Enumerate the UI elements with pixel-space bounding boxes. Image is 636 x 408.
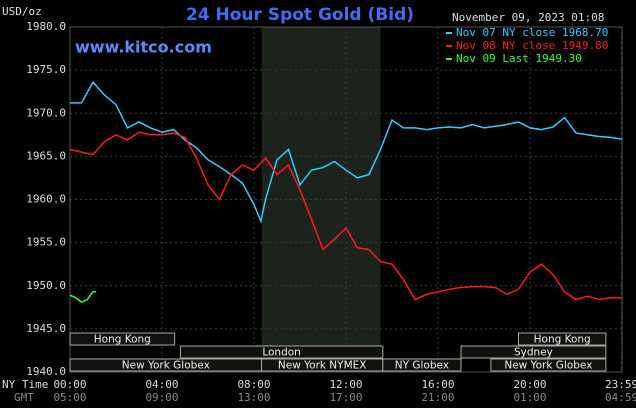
x-tick-label: 04:00 (145, 378, 178, 391)
x2-tick-label: 21:00 (421, 391, 454, 404)
y-tick-label: 1945.0 (26, 322, 66, 335)
session-box (179, 345, 384, 359)
session-label: Hong Kong (534, 334, 591, 346)
x2-label: GMT (14, 391, 34, 404)
session-box (490, 358, 607, 372)
x-label: NY Time (2, 378, 48, 391)
y-tick-label: 1970.0 (26, 106, 66, 119)
x-tick-label: 12:00 (329, 378, 362, 391)
x-tick-label: 23:59 (605, 378, 636, 391)
x2-tick-label: 05:00 (53, 391, 86, 404)
session-box (460, 345, 607, 359)
session-label: Sydney (514, 347, 553, 359)
session-label: Hong Kong (94, 334, 151, 346)
session-label: London (262, 347, 301, 359)
y-tick-label: 1940.0 (26, 365, 66, 378)
x-tick-label: 00:00 (53, 378, 86, 391)
legend-entry: Nov 09 Last 1949.30 (456, 52, 582, 65)
x-tick-label: 08:00 (237, 378, 270, 391)
legend-entry: Nov 07 NY close 1968.70 (456, 26, 608, 39)
session-label: New York Globex (504, 360, 592, 372)
series-line (69, 291, 96, 303)
session-box (382, 358, 462, 372)
y-tick-label: 1965.0 (26, 149, 66, 162)
site-url: www.kitco.com (75, 38, 212, 57)
x2-tick-label: 04:59 (605, 391, 636, 404)
plot-frame (69, 26, 623, 373)
y-tick-label: 1975.0 (26, 63, 66, 76)
legend-entry: Nov 08 NY close 1949.80 (456, 39, 608, 52)
y-tick-label: 1960.0 (26, 193, 66, 206)
y-label: USD/oz (2, 5, 42, 18)
x2-tick-label: 09:00 (145, 391, 178, 404)
session-label: New York Globex (122, 360, 210, 372)
session-box (518, 332, 607, 346)
session-label: New York NYMEX (278, 360, 367, 372)
y-tick-label: 1955.0 (26, 236, 66, 249)
x2-tick-label: 17:00 (329, 391, 362, 404)
y-tick-label: 1950.0 (26, 279, 66, 292)
x2-tick-label: 01:00 (513, 391, 546, 404)
session-box (69, 332, 176, 346)
x-tick-label: 20:00 (513, 378, 546, 391)
series-line (70, 80, 623, 224)
x-tick-label: 16:00 (421, 378, 454, 391)
timestamp: November 09, 2023 01:08 (452, 11, 604, 24)
session-label: NY Globex (395, 360, 449, 372)
chart-title: 24 Hour Spot Gold (Bid) (186, 5, 414, 25)
y-tick-label: 1980.0 (26, 20, 66, 33)
x2-tick-label: 13:00 (237, 391, 270, 404)
series-line (69, 131, 622, 301)
